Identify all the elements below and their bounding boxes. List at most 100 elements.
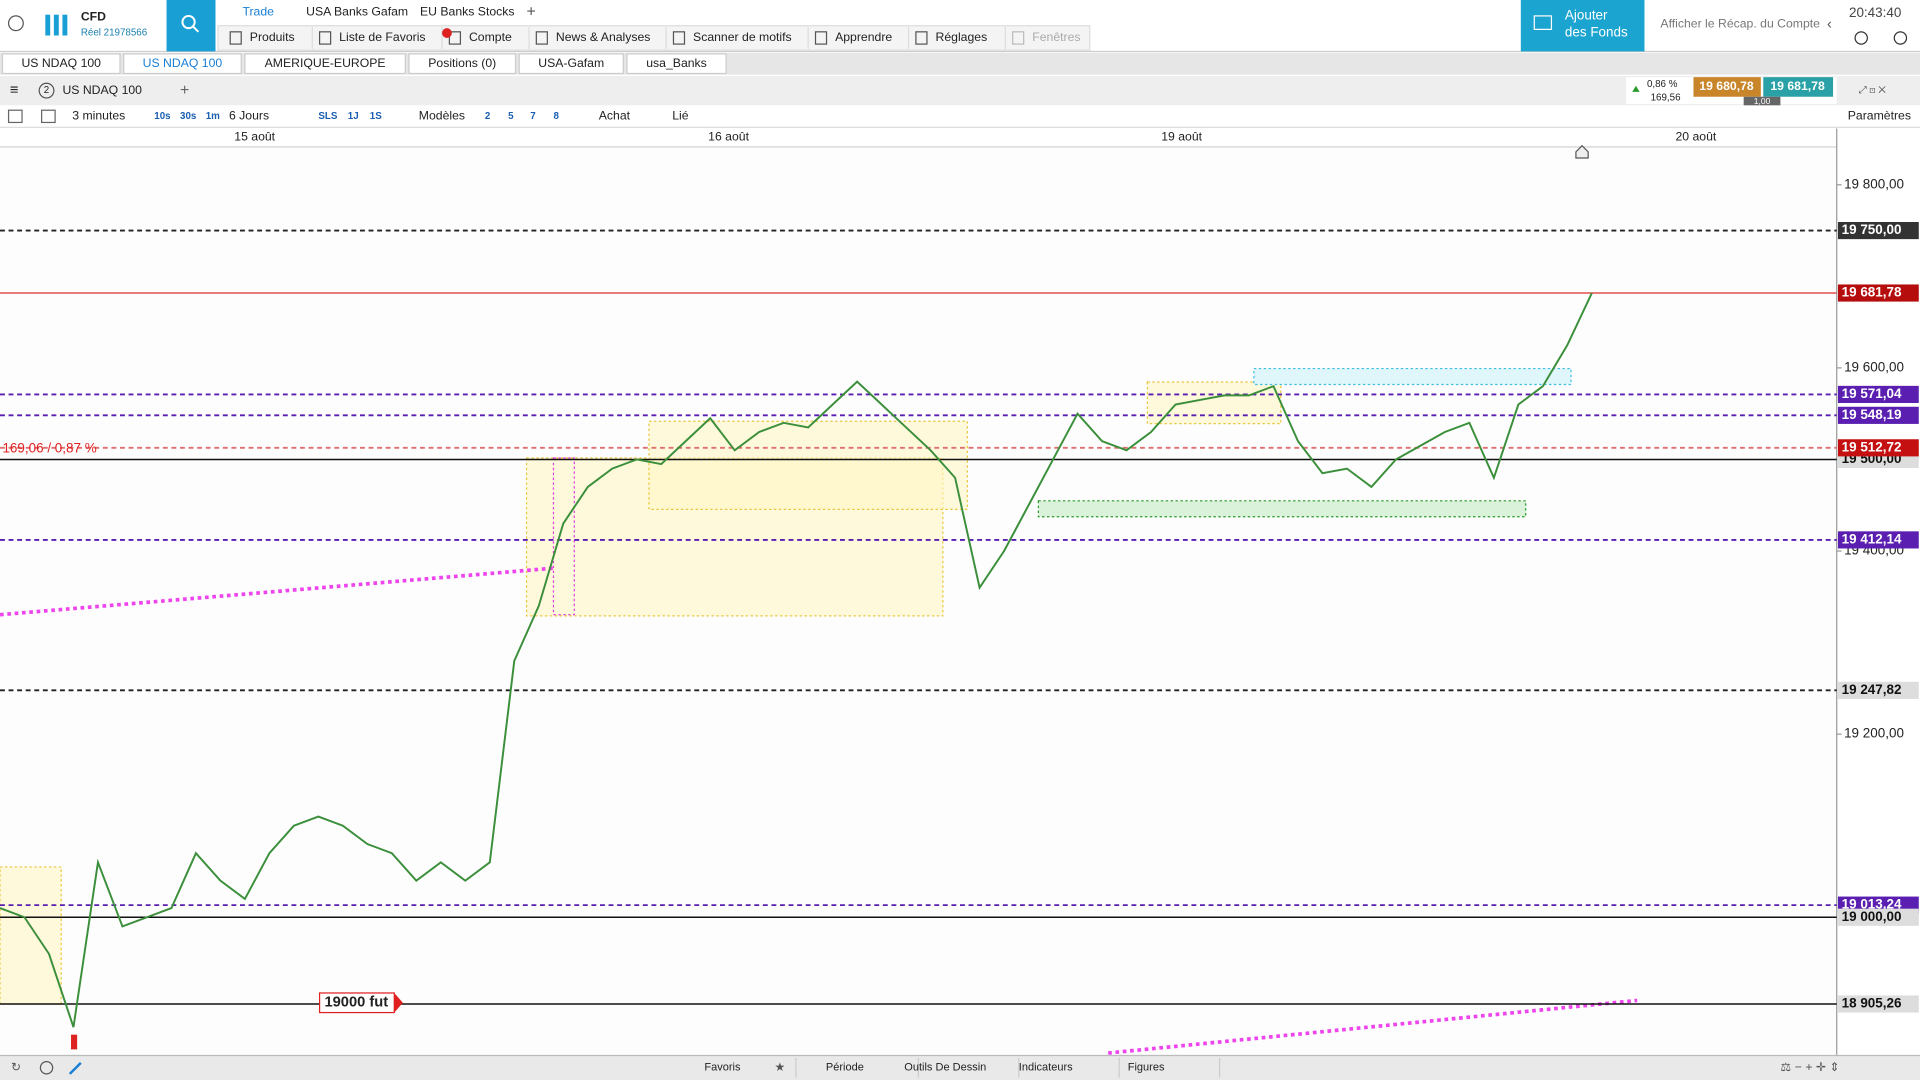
toolbar-item[interactable]: 1m <box>206 111 220 122</box>
alert-label[interactable]: 19000 fut <box>324 995 388 1011</box>
symbol[interactable]: US NDAQ 100 <box>62 83 142 97</box>
star-icon[interactable]: ★ <box>775 1060 786 1074</box>
tab-label[interactable]: USA-Gafam <box>538 56 604 70</box>
menu-icon[interactable]: ≡ <box>10 82 19 98</box>
footer-tab[interactable]: Figures <box>1128 1062 1165 1074</box>
toolbar-item[interactable]: 3 minutes <box>72 109 125 123</box>
list-icon[interactable] <box>7 109 23 124</box>
tab-label[interactable]: usa_Banks <box>646 56 707 70</box>
wallet-icon <box>1533 15 1553 30</box>
tab-label[interactable]: US NDAQ 100 <box>143 56 223 70</box>
toolbar-item[interactable]: Lié <box>672 109 689 123</box>
toolbar-item[interactable]: 1J <box>348 111 359 122</box>
refresh-icon[interactable]: ↻ <box>11 1060 21 1074</box>
footer-tab[interactable]: Favoris <box>704 1062 741 1074</box>
menu-item[interactable]: Apprendre <box>835 30 892 44</box>
sell-button[interactable] <box>1693 77 1761 97</box>
tab[interactable] <box>626 53 727 75</box>
toolbar-item[interactable]: 8 <box>553 111 559 122</box>
window-controls[interactable]: ⤢ ⊡ ✕ <box>1859 85 1886 96</box>
sell-price[interactable]: 19 680,78 <box>1699 79 1754 93</box>
menu-item[interactable]: News & Analyses <box>556 30 651 44</box>
summary-link[interactable]: Afficher le Récap. du Compte <box>1660 17 1820 31</box>
menu-item[interactable]: Réglages <box>936 30 988 44</box>
level-label: 19 000,00 <box>1842 909 1902 924</box>
tab[interactable] <box>408 53 517 75</box>
toolbar-item[interactable]: 1S <box>370 111 382 122</box>
zone <box>552 457 575 616</box>
add-funds-label[interactable]: Ajouter <box>1565 7 1608 22</box>
info-icon[interactable] <box>1854 31 1868 45</box>
level-label: 19 681,78 <box>1842 285 1902 300</box>
account: Réel 21978566 <box>81 28 148 39</box>
menu-icon <box>318 31 332 45</box>
footer-tab[interactable]: Période <box>826 1062 864 1074</box>
level-tag <box>1837 439 1919 457</box>
tab[interactable] <box>1 53 121 75</box>
logo <box>53 14 59 36</box>
toolbar-item[interactable]: Modèles <box>419 109 465 123</box>
menu-icon <box>448 31 462 45</box>
menu-item[interactable]: Compte <box>469 30 512 44</box>
footer-tab[interactable]: Indicateurs <box>1019 1062 1073 1074</box>
level-tag <box>1837 531 1919 549</box>
toolbar-item[interactable]: 2 <box>485 111 491 122</box>
zone <box>648 420 968 510</box>
level-tag <box>1837 995 1919 1013</box>
y-tick-label: 19 600,00 <box>1844 359 1904 374</box>
menu-item[interactable]: Scanner de motifs <box>693 30 792 44</box>
search-button[interactable] <box>166 0 216 52</box>
nav-link[interactable]: USA Banks Gafam <box>306 4 408 18</box>
add-funds-button[interactable] <box>1520 0 1645 52</box>
zone <box>1037 500 1527 518</box>
add-list[interactable]: + <box>527 3 536 20</box>
tab-label[interactable]: AMERIQUE-EUROPE <box>265 56 386 70</box>
layout-icon[interactable] <box>41 109 56 124</box>
zone <box>1146 381 1282 425</box>
collapse-icon[interactable]: ‹ <box>1827 16 1832 32</box>
date-label: 16 août <box>708 129 749 143</box>
toolbar-item[interactable]: 10s <box>154 111 171 122</box>
search-icon <box>181 14 196 30</box>
tab-label[interactable]: US NDAQ 100 <box>21 56 101 70</box>
tab-label[interactable]: Positions (0) <box>428 56 496 70</box>
spread-box <box>1743 96 1781 106</box>
menu-item[interactable]: Liste de Favoris <box>339 30 425 44</box>
nav-link[interactable]: Trade <box>242 4 274 18</box>
clock: 20:43:40 <box>1849 5 1901 20</box>
buy-button[interactable] <box>1763 77 1834 97</box>
add-chart[interactable]: + <box>180 82 189 99</box>
toolbar-item[interactable]: 5 <box>508 111 514 122</box>
date-label: 19 août <box>1161 129 1202 143</box>
level-tag <box>1837 385 1919 403</box>
tab[interactable] <box>244 53 406 75</box>
menu-item[interactable]: Fenêtres <box>1032 30 1080 44</box>
toolbar-item[interactable]: 30s <box>180 111 197 122</box>
alert-arrow[interactable] <box>394 992 403 1013</box>
pen-icon[interactable] <box>68 1061 82 1075</box>
logo <box>62 14 68 36</box>
power-icon[interactable] <box>1893 31 1908 45</box>
tab[interactable] <box>518 53 624 75</box>
menu-item[interactable]: Produits <box>250 30 295 44</box>
user-icon[interactable] <box>7 15 24 32</box>
nav-link[interactable]: EU Banks Stocks <box>420 4 515 18</box>
buy-price[interactable]: 19 681,78 <box>1770 79 1825 93</box>
footer-tools[interactable]: ⚖ − + ✛ ⇕ <box>1780 1060 1839 1074</box>
menu-icon <box>535 31 548 45</box>
alert-box[interactable] <box>318 992 395 1014</box>
toolbar-item[interactable]: 6 Jours <box>229 109 269 123</box>
tab[interactable] <box>123 53 242 75</box>
toolbar-item[interactable]: 7 <box>530 111 536 122</box>
marker-icon <box>1575 144 1589 159</box>
block-icon[interactable] <box>39 1061 54 1075</box>
footer-tab[interactable]: Outils De Dessin <box>904 1062 986 1074</box>
toolbar-item[interactable]: Achat <box>599 109 631 123</box>
menu-icon <box>229 31 242 45</box>
toolbar-item[interactable]: SLS <box>318 111 337 122</box>
badge <box>38 82 55 99</box>
zone <box>0 866 62 1005</box>
toolbar-item[interactable]: Paramètres <box>1848 109 1911 123</box>
search-icon <box>192 26 200 33</box>
add-funds-label[interactable]: des Fonds <box>1565 25 1628 40</box>
